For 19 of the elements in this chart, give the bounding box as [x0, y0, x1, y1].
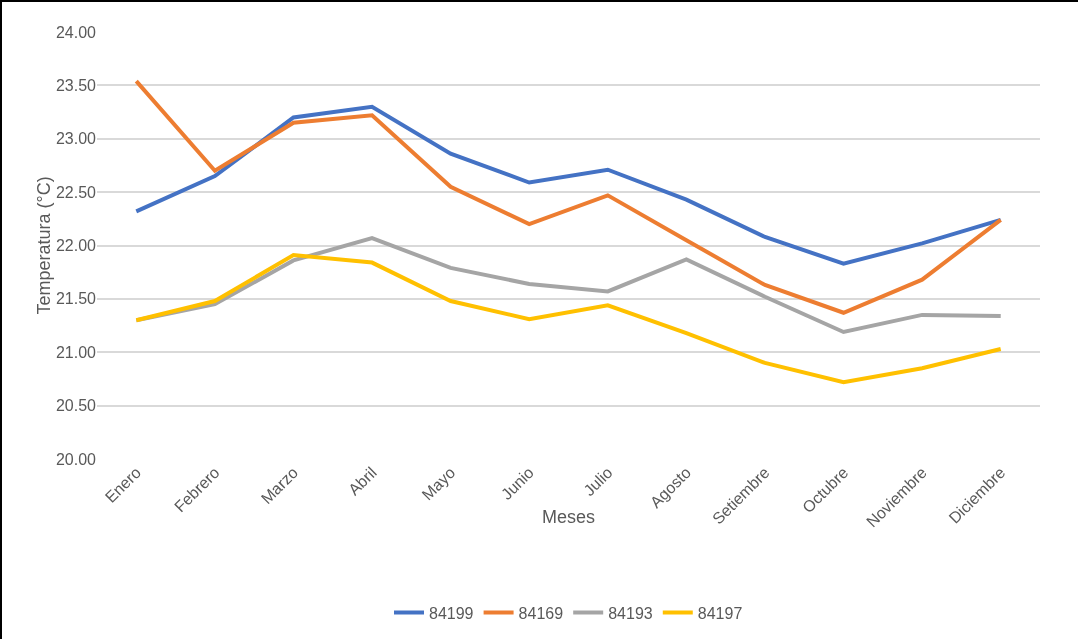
y-tick-label: 20.00 — [55, 450, 97, 468]
y-tick-label: 20.50 — [55, 397, 97, 415]
y-tick-label: 24.00 — [55, 23, 97, 41]
legend-label: 84193 — [608, 604, 653, 622]
legend-label: 84199 — [429, 604, 474, 622]
line-series — [134, 104, 1003, 266]
y-tick-label: 22.50 — [55, 183, 97, 201]
y-axis-title: Temperatura (°C) — [33, 176, 54, 315]
y-tick-label: 23.50 — [55, 76, 97, 94]
legend-label: 84169 — [518, 604, 564, 622]
legend-label: 84197 — [697, 604, 743, 622]
y-tick-label: 23.00 — [55, 130, 97, 148]
line-series — [134, 253, 1003, 385]
y-tick-label: 21.50 — [55, 290, 97, 308]
line-series — [134, 79, 1003, 315]
y-tick-label: 22.00 — [55, 237, 97, 255]
x-tick-label: Julio — [580, 463, 616, 500]
y-tick-label: 21.00 — [55, 343, 97, 361]
x-axis-title: Meses — [541, 507, 596, 527]
